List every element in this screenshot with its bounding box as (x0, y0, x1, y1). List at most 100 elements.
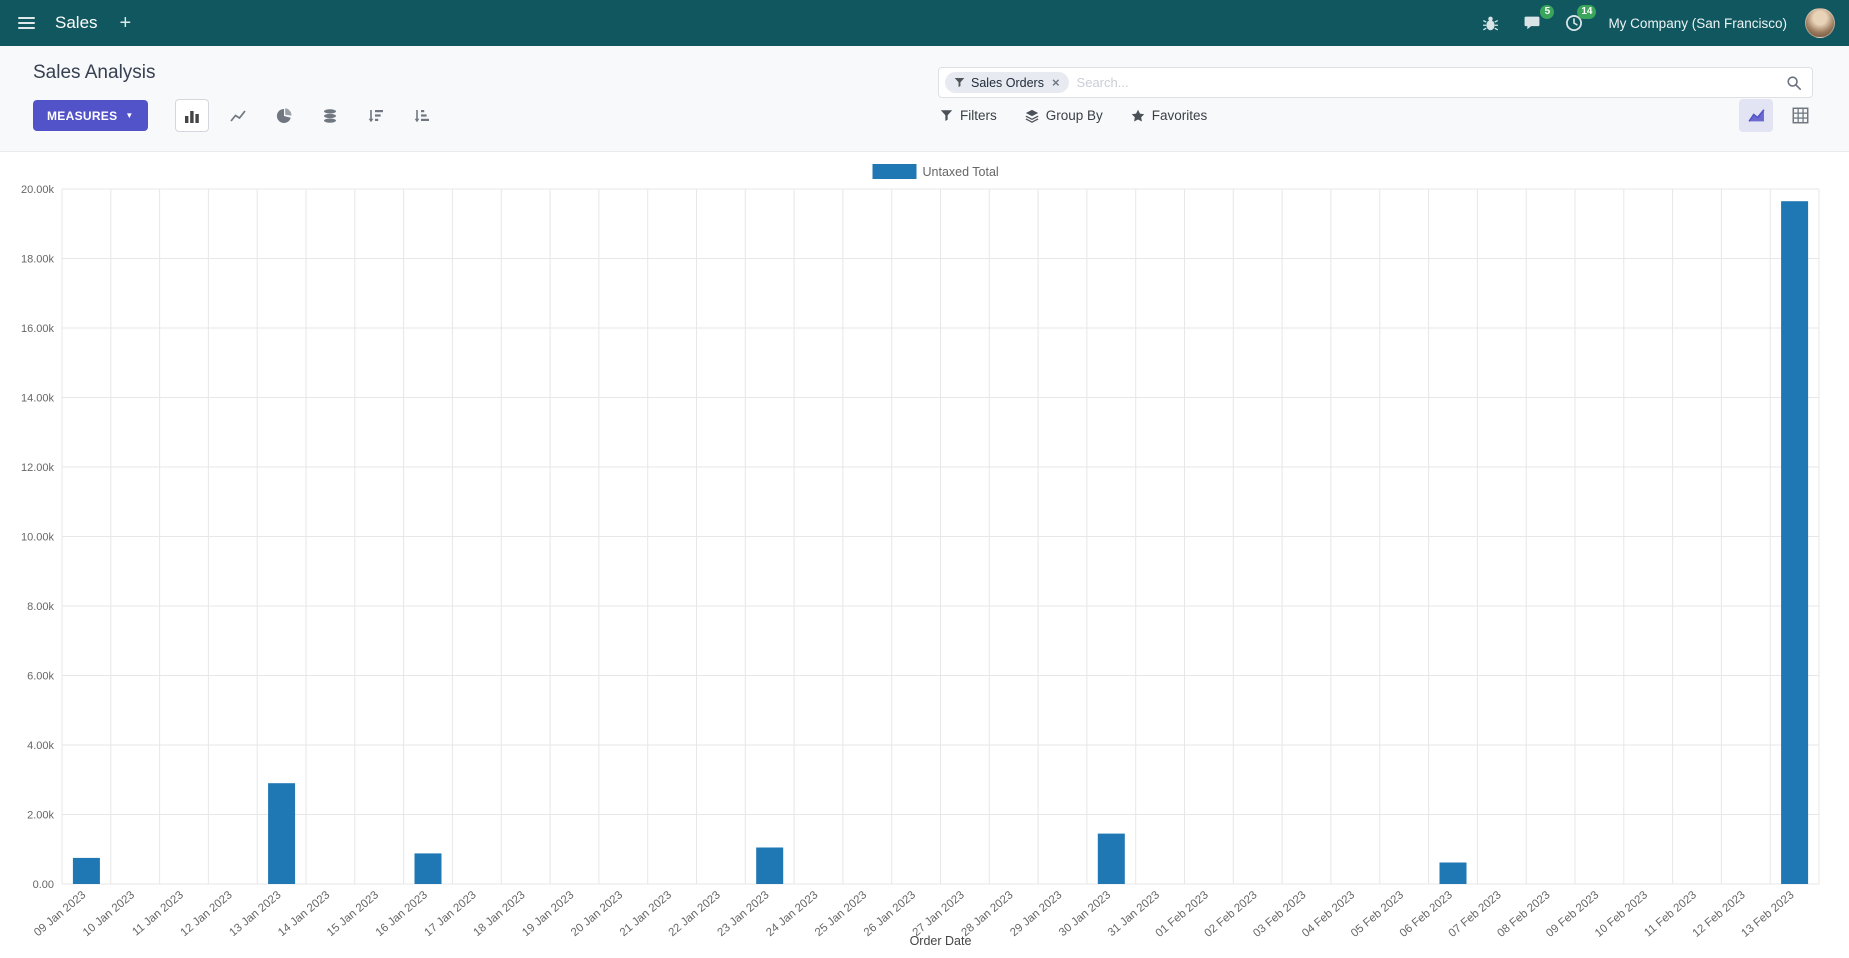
control-panel: Sales Analysis Sales Orders × MEASURES ▼ (0, 46, 1849, 152)
y-tick-label: 6.00k (27, 671, 54, 683)
group-by-button[interactable]: Group By (1025, 108, 1103, 123)
bar[interactable] (414, 853, 442, 884)
bar-chart-button[interactable] (174, 99, 209, 132)
pie-chart-button[interactable] (267, 99, 301, 132)
x-tick-label: 21 Jan 2023 (618, 889, 674, 939)
stacked-toggle-button[interactable] (313, 99, 347, 132)
activities-badge: 14 (1577, 5, 1597, 19)
x-tick-label: 20 Jan 2023 (569, 889, 625, 939)
bar[interactable] (268, 783, 296, 884)
navbar-right: 5 14 My Company (San Francisco) (1478, 5, 1835, 38)
graph-view-button[interactable] (1739, 99, 1773, 132)
y-tick-label: 8.00k (27, 601, 54, 613)
search-bar[interactable]: Sales Orders × (938, 67, 1813, 98)
filter-icon (940, 109, 953, 122)
x-tick-label: 10 Feb 2023 (1593, 889, 1650, 940)
x-tick-label: 22 Jan 2023 (667, 889, 723, 939)
bar[interactable] (72, 857, 100, 884)
search-options: Filters Group By Favorit (940, 99, 1207, 132)
activities-clock-icon[interactable]: 14 (1562, 5, 1597, 35)
x-tick-label: 30 Jan 2023 (1057, 889, 1113, 939)
facet-filter-icon (954, 77, 965, 88)
x-tick-label: 19 Jan 2023 (520, 889, 576, 939)
chevron-down-icon: ▼ (125, 110, 134, 120)
x-tick-label: 28 Jan 2023 (959, 889, 1015, 939)
y-tick-label: 16.00k (21, 323, 55, 335)
view-toolbar: MEASURES ▼ (33, 99, 439, 132)
x-tick-label: 09 Jan 2023 (32, 889, 88, 939)
facet-label: Sales Orders (971, 75, 1044, 90)
x-tick-label: 10 Jan 2023 (81, 889, 137, 939)
y-tick-label: 0.00 (33, 879, 54, 891)
favorites-button[interactable]: Favorites (1131, 108, 1208, 123)
plus-icon[interactable]: + (114, 11, 138, 35)
x-tick-label: 15 Jan 2023 (325, 889, 381, 939)
view-switcher (1739, 99, 1817, 132)
x-tick-label: 27 Jan 2023 (911, 889, 967, 939)
x-tick-label: 23 Jan 2023 (715, 889, 771, 939)
x-tick-label: 29 Jan 2023 (1008, 889, 1064, 939)
x-tick-label: 17 Jan 2023 (423, 889, 479, 939)
navbar-left: Sales + (14, 11, 137, 35)
search-facet[interactable]: Sales Orders × (945, 72, 1069, 93)
x-tick-label: 12 Feb 2023 (1691, 889, 1748, 940)
y-tick-label: 18.00k (21, 254, 55, 266)
x-tick-label: 06 Feb 2023 (1398, 889, 1455, 940)
x-tick-label: 07 Feb 2023 (1447, 889, 1504, 940)
y-tick-label: 14.00k (21, 393, 55, 405)
x-tick-label: 04 Feb 2023 (1300, 889, 1357, 940)
bar[interactable] (1781, 201, 1809, 884)
line-chart-button[interactable] (221, 99, 255, 132)
top-navbar: Sales + 5 14 (0, 0, 1849, 46)
bug-icon[interactable] (1478, 11, 1502, 35)
y-tick-label: 10.00k (21, 532, 55, 544)
search-input[interactable] (1068, 75, 1786, 90)
filters-button[interactable]: Filters (940, 108, 997, 123)
apps-menu-icon[interactable] (14, 11, 39, 35)
y-tick-label: 20.00k (21, 184, 55, 196)
x-tick-label: 26 Jan 2023 (862, 889, 918, 939)
x-tick-label: 08 Feb 2023 (1495, 889, 1552, 940)
x-tick-label: 09 Feb 2023 (1544, 889, 1601, 940)
x-tick-label: 05 Feb 2023 (1349, 889, 1406, 940)
x-tick-label: 11 Jan 2023 (130, 889, 186, 938)
bar-chart: 0.00 2.00k 4.00k 6.00k 8.00k 10.00k 12.00k 14.0… (21, 164, 1820, 948)
pivot-view-button[interactable] (1783, 99, 1817, 132)
avatar[interactable] (1805, 8, 1835, 38)
group-by-label: Group By (1045, 108, 1103, 123)
x-tick-label: 24 Jan 2023 (764, 889, 820, 939)
messages-badge: 5 (1540, 5, 1555, 19)
page-title: Sales Analysis (33, 62, 156, 83)
x-tick-label: 16 Jan 2023 (374, 889, 430, 939)
measures-button[interactable]: MEASURES ▼ (33, 100, 148, 131)
messages-icon[interactable]: 5 (1520, 5, 1555, 35)
search-icon[interactable] (1786, 75, 1802, 91)
company-switcher[interactable]: My Company (San Francisco) (1608, 15, 1787, 31)
bar[interactable] (1097, 833, 1125, 884)
bar[interactable] (756, 847, 784, 885)
x-tick-label: 02 Feb 2023 (1202, 889, 1259, 940)
facet-remove-icon[interactable]: × (1051, 75, 1060, 90)
x-tick-label: 03 Feb 2023 (1251, 889, 1308, 940)
x-tick-label: 01 Feb 2023 (1154, 889, 1211, 940)
layers-icon (1025, 109, 1039, 123)
legend-label[interactable]: Untaxed Total (923, 165, 999, 179)
measures-label: MEASURES (47, 108, 118, 123)
favorites-label: Favorites (1151, 108, 1208, 123)
chart: 0.00 2.00k 4.00k 6.00k 8.00k 10.00k 12.00k 14.0… (0, 152, 1849, 958)
bar[interactable] (1439, 862, 1467, 885)
x-tick-label: 25 Jan 2023 (813, 889, 869, 939)
star-icon (1131, 109, 1145, 123)
legend-swatch[interactable] (872, 164, 917, 179)
x-tick-label: 18 Jan 2023 (471, 889, 527, 939)
app-name[interactable]: Sales (55, 13, 98, 32)
x-tick-label: 12 Jan 2023 (179, 889, 235, 939)
y-tick-label: 2.00k (27, 810, 54, 822)
sort-descending-button[interactable] (359, 99, 393, 132)
y-tick-label: 12.00k (21, 462, 55, 474)
x-tick-label: 13 Jan 2023 (227, 889, 283, 939)
y-tick-label: 4.00k (27, 740, 54, 752)
x-tick-label: 14 Jan 2023 (276, 889, 332, 939)
sort-ascending-button[interactable] (405, 99, 439, 132)
